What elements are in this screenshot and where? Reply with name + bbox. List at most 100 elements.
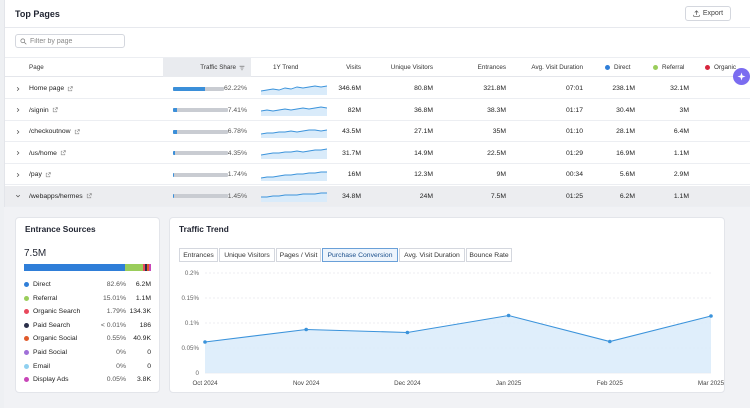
tab-bounce-rate[interactable]: Bounce Rate — [466, 248, 512, 262]
chevron-right-icon — [16, 129, 20, 134]
source-name: Paid Search — [24, 319, 70, 332]
avg-duration-value: 01:25 — [565, 192, 583, 200]
table-row[interactable]: /us/home 4.35% 31.7M 14.9M 22.5M 01:29 16.9M 1.… — [5, 143, 750, 164]
y-tick-label: 0 — [196, 370, 200, 377]
referral-value: 1.1M — [673, 192, 689, 200]
page-link[interactable]: /pay — [29, 164, 159, 185]
column-traffic-share[interactable]: Traffic Share — [163, 58, 251, 77]
table-row[interactable]: /pay 1.74% 16M 12.3M 9M 00:34 5.6M 2.9M — [5, 164, 750, 185]
source-percent: 15.01% — [102, 294, 126, 302]
unique-visitors-value: 14.9M — [414, 149, 433, 157]
filter-box[interactable] — [15, 34, 125, 48]
expand-toggle[interactable] — [15, 186, 25, 207]
export-button[interactable]: Export — [685, 6, 731, 21]
source-label: Direct — [33, 281, 51, 288]
visits-value: 16M — [347, 171, 361, 178]
export-label: Export — [702, 10, 724, 17]
column-direct-label: Direct — [614, 64, 631, 71]
page-link[interactable]: /webapps/hermes — [29, 186, 159, 207]
table-row[interactable]: /signin 7.41% 82M 36.8M 38.3M 01:17 30.4M 3M — [5, 100, 750, 121]
table-row[interactable]: /webapps/hermes 1.45% 34.8M 24M 7.5M 01:25 6.2… — [5, 185, 750, 207]
page-link[interactable]: Home page — [29, 78, 159, 99]
entrance-sources-title: Entrance Sources — [25, 224, 96, 234]
page-name: /checkoutnow — [29, 128, 71, 135]
traffic-share-fill — [173, 108, 178, 112]
column-page[interactable]: Page — [29, 64, 44, 71]
source-dot — [24, 377, 29, 383]
column-referral[interactable]: Referral — [653, 58, 703, 77]
expand-toggle[interactable] — [15, 164, 25, 185]
tab-entrances[interactable]: Entrances — [179, 248, 218, 262]
expand-toggle[interactable] — [15, 100, 25, 121]
tab-pages-visit[interactable]: Pages / Visit — [276, 248, 321, 262]
column-visits[interactable]: Visits — [346, 64, 361, 71]
traffic-share-value: 4.35% — [227, 149, 247, 157]
entrance-sources-stacked-bar — [24, 264, 151, 271]
traffic-share-fill — [173, 172, 175, 177]
traffic-share-value: 1.45% — [227, 192, 247, 200]
tab-unique-visitors[interactable]: Unique Visitors — [219, 248, 275, 262]
source-label: Organic Search — [33, 308, 81, 316]
column-trend[interactable]: 1Y Trend — [273, 64, 299, 71]
sparkline — [261, 171, 327, 181]
traffic-share-bar — [173, 194, 228, 198]
page-link[interactable]: /us/home — [29, 143, 159, 164]
entrances-value: 321.8M — [483, 85, 506, 92]
traffic-share-bar — [173, 108, 228, 112]
traffic-share-bar — [173, 86, 224, 91]
column-avg-duration[interactable]: Avg. Visit Duration — [531, 64, 583, 71]
source-label: Organic Social — [33, 335, 78, 343]
filter-input[interactable] — [30, 37, 122, 45]
chevron-right-icon — [16, 172, 20, 177]
sparkline-line — [261, 192, 327, 198]
traffic-share: 1.45% — [173, 186, 247, 207]
source-name: Organic Search — [24, 305, 80, 318]
stacked-bar-segment — [142, 264, 146, 271]
external-link-icon — [60, 150, 66, 156]
avg-duration-value: 01:29 — [565, 149, 583, 157]
table-row[interactable]: Home page 62.22% 346.6M 80.8M 321.8M 07:01 238… — [5, 78, 750, 99]
tab-avg-visit-duration[interactable]: Avg. Visit Duration — [399, 248, 465, 262]
traffic-share-bar — [173, 129, 228, 134]
traffic-share-value: 7.41% — [227, 106, 247, 114]
page-link[interactable]: /checkoutnow — [29, 121, 159, 142]
referral-value: 1.1M — [673, 149, 689, 157]
chevron-right-icon — [16, 107, 20, 113]
source-label: Paid Search — [33, 321, 71, 329]
x-tick-label: Mar 2025 — [698, 380, 724, 387]
expand-toggle[interactable] — [15, 121, 25, 142]
sort-icon — [239, 65, 245, 70]
chevron-right-icon — [16, 150, 20, 156]
sparkline-area — [261, 149, 327, 159]
traffic-share-value: 6.78% — [227, 128, 247, 135]
visits-value: 43.5M — [342, 128, 361, 135]
chevron-right-icon — [16, 86, 20, 91]
tab-purchase-conversion[interactable]: Purchase Conversion — [322, 248, 398, 262]
page-link[interactable]: /signin — [29, 100, 159, 121]
entrances-value: 38.3M — [487, 106, 506, 114]
column-entrances[interactable]: Entrances — [477, 64, 506, 71]
column-direct[interactable]: Direct — [605, 58, 655, 77]
source-label: Display Ads — [33, 376, 69, 384]
x-tick-label: Nov 2024 — [293, 380, 320, 387]
column-unique-visitors[interactable]: Unique Visitors — [390, 64, 433, 71]
y-tick-label: 0.05% — [181, 345, 199, 352]
direct-value: 30.4M — [616, 106, 635, 114]
expand-toggle[interactable] — [15, 143, 25, 164]
referral-legend-dot — [653, 65, 658, 70]
sparkline — [261, 192, 327, 202]
external-link-icon — [45, 171, 51, 177]
source-percent: < 0.01% — [100, 321, 126, 329]
sparkline-area — [261, 129, 327, 138]
traffic-share-fill — [173, 86, 205, 91]
x-tick-label: Oct 2024 — [192, 380, 218, 387]
ai-assistant-button[interactable] — [733, 68, 750, 85]
column-organic[interactable]: Organic — [705, 58, 750, 77]
source-row: Referral 15.01% 1.1M — [24, 292, 152, 305]
table-row[interactable]: /checkoutnow 6.78% 43.5M 27.1M 35M 01:10 28.1M… — [5, 121, 750, 142]
y-tick-label: 0.1% — [185, 320, 200, 327]
expand-toggle[interactable] — [15, 78, 25, 99]
stacked-bar-segment — [147, 264, 150, 271]
source-label: Referral — [33, 294, 58, 302]
external-link-icon — [52, 107, 58, 113]
